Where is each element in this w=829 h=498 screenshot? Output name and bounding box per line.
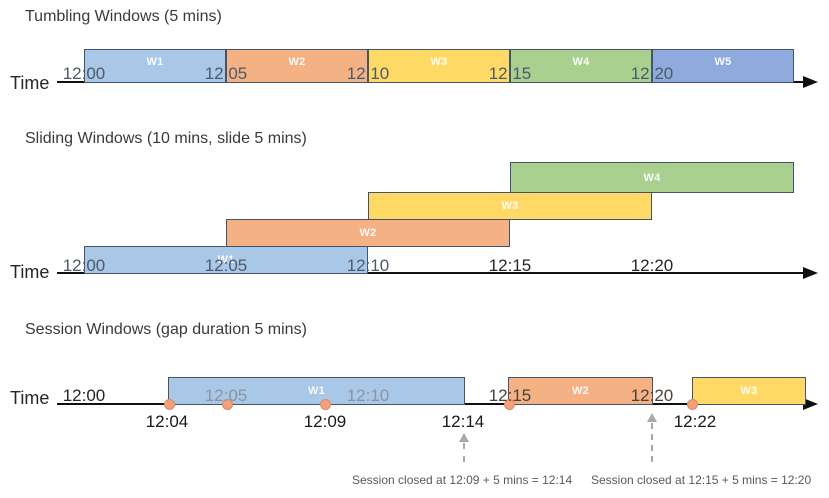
event-time-label: 12:22 (673, 412, 717, 431)
session-window-w2: W2 (508, 377, 653, 405)
sliding-title: Sliding Windows (10 mins, slide 5 mins) (25, 130, 307, 147)
tumbling-window-w2: W2 (226, 49, 368, 83)
session-window-w1: W1 (168, 377, 465, 405)
dashed-arrow-line (463, 443, 465, 462)
event-time-label: 12:04 (145, 412, 189, 431)
window-label: W4 (643, 171, 661, 184)
window-label: W1 (146, 56, 164, 68)
tumbling-window-w3: W3 (368, 49, 510, 83)
window-label: W3 (501, 200, 519, 212)
window-label: W3 (430, 56, 448, 68)
window-label: W4 (572, 56, 590, 68)
event-dot (504, 399, 515, 410)
tick-label: 12:20 (630, 64, 674, 83)
tumbling-time-axis-label: Time (10, 73, 50, 93)
session-close-annotation: Session closed at 12:09 + 5 mins = 12:14 (352, 473, 573, 487)
window-label: W1 (307, 385, 326, 397)
sliding-axis-line (57, 272, 806, 274)
tumbling-axis-arrowhead-icon (803, 76, 818, 88)
tick-label: 12:00 (62, 256, 106, 275)
session-title: Session Windows (gap duration 5 mins) (25, 321, 307, 338)
tick-label: 12:15 (488, 256, 532, 275)
tumbling-title: Tumbling Windows (5 mins) (25, 8, 222, 25)
window-label: W3 (740, 385, 758, 397)
sliding-window-w2: W2 (226, 219, 510, 247)
sliding-window-w3: W3 (368, 192, 652, 220)
dashed-arrow-line (651, 423, 653, 462)
tick-label: 12:05 (204, 64, 248, 83)
event-dot (687, 399, 698, 410)
session-axis-arrowhead-icon (803, 398, 818, 410)
sliding-axis-arrowhead-icon (803, 267, 818, 279)
event-dot (164, 399, 175, 410)
session-time-axis-label: Time (10, 388, 50, 408)
event-dot (320, 399, 331, 410)
session-close-annotation: Session closed at 12:15 + 5 mins = 12:20 (591, 473, 812, 487)
tick-label: 12:10 (346, 64, 390, 83)
tick-label: 12:20 (630, 386, 674, 405)
window-label: W2 (571, 385, 590, 397)
dashed-up-arrow-icon (647, 413, 657, 422)
tick-label: 12:05 (204, 386, 248, 405)
dashed-up-arrow-icon (459, 433, 469, 442)
tumbling-window-w4: W4 (510, 49, 652, 83)
tick-label: 12:10 (346, 256, 390, 275)
window-label: W5 (714, 56, 732, 68)
session-window-w3: W3 (692, 377, 806, 405)
tick-label: 12:20 (630, 256, 674, 275)
tick-label: 12:05 (204, 256, 248, 275)
tick-label: 12:15 (488, 64, 532, 83)
tick-label: 12:00 (62, 386, 106, 405)
event-time-label: 12:09 (303, 412, 347, 431)
tumbling-window-w5: W5 (652, 49, 794, 83)
event-time-label: 12:14 (441, 412, 485, 431)
sliding-window-w1: W1 (84, 246, 368, 274)
event-dot (222, 399, 233, 410)
sliding-time-axis-label: Time (10, 262, 50, 282)
window-label: W2 (359, 227, 377, 239)
window-label: W2 (288, 56, 306, 68)
tumbling-window-w1: W1 (84, 49, 226, 83)
tick-label: 12:00 (62, 64, 106, 83)
sliding-window-w4: W4 (510, 162, 794, 193)
window-label: W1 (217, 254, 235, 266)
tick-label: 12:15 (488, 386, 532, 405)
tick-label: 12:10 (346, 386, 390, 405)
